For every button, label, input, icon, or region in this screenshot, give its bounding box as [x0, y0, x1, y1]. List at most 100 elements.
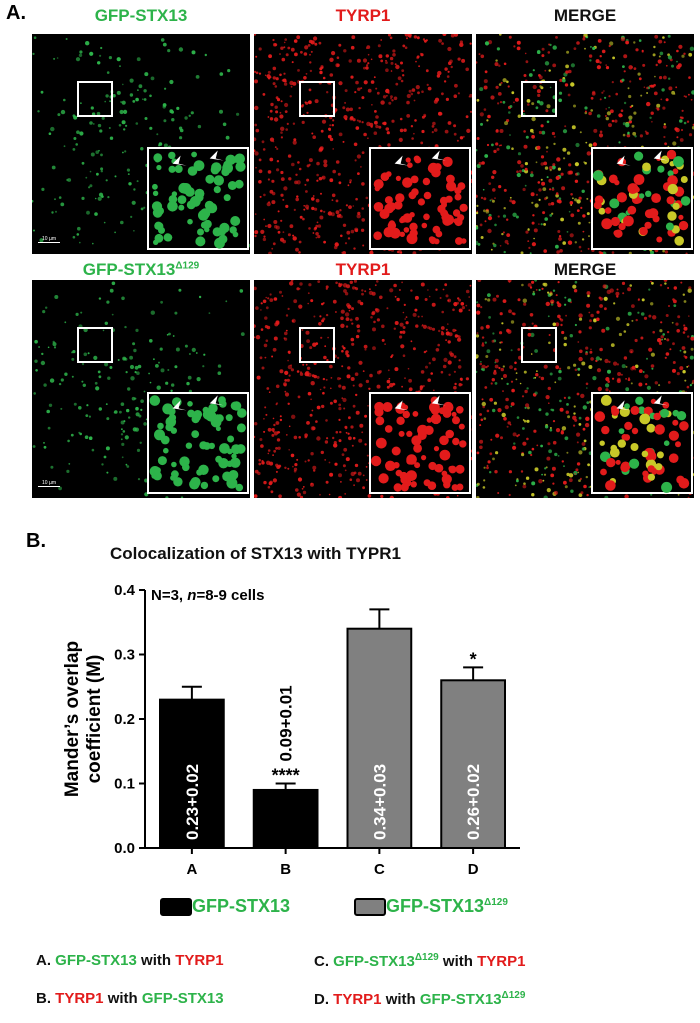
micrograph-particle — [548, 334, 551, 336]
micrograph-particle — [606, 111, 611, 116]
micrograph-particle — [441, 42, 444, 45]
inset-particle — [409, 222, 418, 231]
micrograph-particle — [143, 390, 146, 393]
micrograph-particle — [601, 91, 604, 94]
scale-bar-row2: 10 µm — [38, 480, 60, 487]
micrograph-particle — [414, 308, 418, 312]
micrograph-particle — [255, 128, 260, 133]
micrograph-particle — [309, 69, 313, 73]
micrograph-particle — [331, 124, 334, 127]
micrograph-particle — [381, 338, 385, 342]
micrograph-particle — [589, 45, 592, 48]
micrograph-particle — [344, 312, 350, 317]
micrograph-particle — [320, 192, 322, 195]
micrograph-particle — [663, 75, 667, 80]
micrograph-particle — [553, 142, 556, 146]
micrograph-particle — [638, 382, 643, 387]
micrograph-particle — [502, 100, 506, 104]
inset-particle — [600, 395, 612, 406]
micrograph-particle — [329, 57, 334, 62]
micrograph-particle — [412, 347, 416, 351]
micrograph-particle — [598, 133, 604, 138]
micrograph-particle — [163, 119, 167, 123]
micrograph-particle — [421, 315, 423, 318]
micrograph-particle — [595, 59, 600, 64]
micrograph-particle — [526, 437, 529, 441]
micrograph-particle — [499, 101, 503, 104]
micrograph-particle — [335, 430, 339, 434]
inset-particle — [218, 458, 229, 469]
micrograph-particle — [265, 339, 269, 342]
inset-particle — [433, 238, 440, 245]
micrograph-particle — [649, 116, 652, 120]
micrograph-particle — [275, 384, 280, 389]
micrograph-particle — [548, 43, 551, 46]
micrograph-particle — [679, 349, 682, 352]
micrograph-particle — [403, 128, 407, 132]
micrograph-particle — [485, 355, 489, 358]
micrograph-particle — [307, 459, 310, 462]
micrograph-particle — [80, 311, 83, 314]
micrograph-particle — [461, 58, 466, 63]
micrograph-particle — [298, 167, 302, 171]
micrograph-particle — [276, 168, 280, 172]
inset-particle — [653, 412, 661, 421]
micrograph-particle — [332, 148, 334, 150]
micrograph-particle — [284, 102, 289, 108]
inset-particle — [231, 453, 237, 459]
micrograph-particle — [362, 58, 368, 63]
inset-particle — [187, 166, 198, 176]
micrograph-particle — [48, 132, 52, 135]
micrograph-particle — [476, 149, 478, 152]
micrograph-particle — [163, 143, 168, 148]
micrograph-particle — [555, 322, 560, 327]
micrograph-particle — [509, 105, 513, 108]
micrograph-particle — [71, 375, 74, 378]
micrograph-particle — [578, 196, 582, 200]
micrograph-particle — [607, 369, 611, 374]
micrograph-particle — [625, 378, 627, 380]
micrograph-particle — [275, 110, 279, 114]
micrograph-particle — [494, 361, 497, 364]
micrograph-particle — [323, 355, 327, 360]
micrograph-particle — [186, 381, 190, 386]
micrograph-particle — [140, 147, 144, 151]
micrograph-particle — [283, 382, 287, 387]
inset-particle — [614, 179, 620, 186]
micrograph-particle — [441, 310, 444, 314]
micrograph-particle — [267, 427, 272, 432]
micrograph-particle — [208, 312, 211, 314]
micrograph-particle — [448, 373, 451, 376]
micrograph-particle — [654, 381, 658, 385]
micrograph-particle — [531, 280, 535, 284]
micrograph-particle — [290, 85, 293, 88]
inset-particle — [413, 155, 421, 162]
micrograph-particle — [378, 125, 382, 129]
micrograph-particle — [479, 439, 484, 444]
micrograph-particle — [143, 98, 147, 101]
micrograph-particle — [371, 310, 376, 315]
micrograph-particle — [54, 198, 56, 201]
micrograph-particle — [551, 131, 555, 136]
micrograph-particle — [269, 480, 273, 485]
micrograph-particle — [107, 196, 110, 199]
micrograph-particle — [476, 61, 478, 64]
micrograph-particle — [576, 199, 581, 204]
micrograph-particle — [316, 436, 321, 441]
micrograph-particle — [498, 83, 502, 86]
micrograph-particle — [527, 283, 532, 287]
micrograph-particle — [545, 395, 550, 400]
micrograph-particle — [40, 360, 46, 366]
arrowhead-icon — [616, 400, 631, 411]
micrograph-particle — [35, 369, 38, 372]
micrograph-particle — [325, 313, 329, 317]
bar-C — [346, 627, 413, 850]
micrograph-particle — [654, 34, 659, 39]
micrograph-particle — [681, 54, 685, 58]
micrograph-particle — [587, 294, 590, 298]
micrograph-particle — [520, 470, 524, 473]
micrograph-particle — [605, 108, 607, 110]
micrograph-particle — [504, 121, 509, 126]
micrograph-particle — [339, 377, 342, 380]
micrograph-particle — [612, 56, 615, 60]
